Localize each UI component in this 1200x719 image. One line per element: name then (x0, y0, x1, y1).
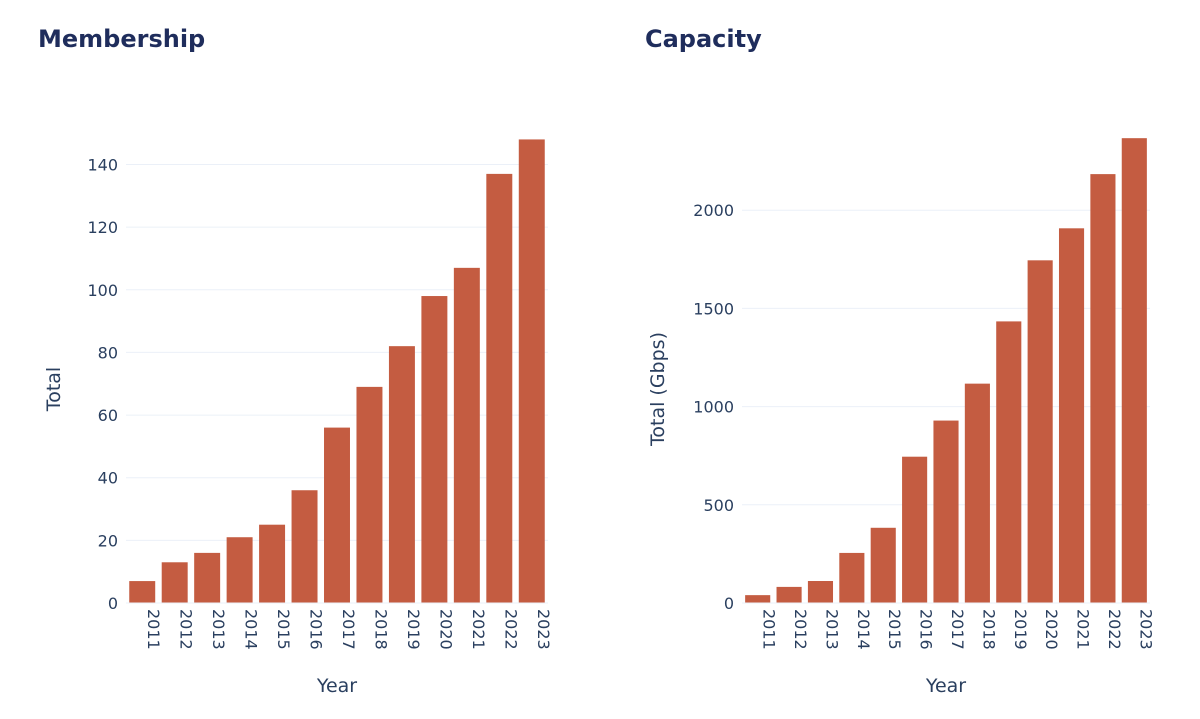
y-tick-label: 20 (98, 531, 118, 550)
bar-2021 (453, 267, 480, 603)
bar-2014 (839, 552, 865, 603)
chart-membership: Membership 0 20 40 60 80 100 120 140 2011 2012 2013… (38, 25, 553, 697)
bar-2018 (356, 386, 383, 603)
bar-2013 (194, 552, 221, 603)
bar-2015 (259, 524, 286, 603)
x-tick-label: 2013 (209, 609, 228, 650)
y-axis-label: Total (Gbps) (647, 332, 669, 447)
bar-2011 (129, 581, 156, 603)
chart-capacity: Capacity 0 500 1000 1500 2000 2011 2012 2013 2014… (645, 25, 1155, 697)
bar-2012 (161, 562, 188, 603)
bar-2020 (421, 296, 448, 603)
bar-2022 (486, 173, 513, 604)
bar-2017 (933, 420, 959, 603)
bar-2014 (226, 537, 253, 603)
bar-2016 (902, 456, 928, 603)
bar-2012 (776, 586, 802, 603)
x-tick-label: 2023 (534, 609, 553, 650)
y-tick-label: 0 (108, 594, 118, 613)
bar-2023 (518, 139, 545, 603)
y-tick-label: 1500 (693, 299, 734, 318)
bar-2011 (745, 595, 771, 603)
x-tick-label: 2017 (339, 609, 358, 650)
x-axis-label: Year (316, 675, 357, 697)
x-tick-label: 2017 (948, 609, 967, 650)
x-tick-label: 2011 (760, 609, 779, 650)
chart-title: Membership (38, 25, 205, 53)
x-tick-label: 2012 (791, 609, 810, 650)
x-tick-label: 2018 (371, 609, 390, 650)
x-axis-label: Year (925, 675, 966, 697)
y-axis-label: Total (43, 367, 65, 412)
y-tick-label: 500 (703, 496, 734, 515)
y-tick-label: 80 (98, 343, 118, 362)
x-tick-label: 2021 (1074, 609, 1093, 650)
x-tick-label: 2022 (501, 609, 520, 650)
x-tick-label: 2016 (307, 609, 326, 650)
x-tick-label: 2014 (854, 609, 873, 650)
bar-2023 (1121, 138, 1147, 603)
y-tick-label: 1000 (693, 398, 734, 417)
bar-2019 (996, 321, 1022, 603)
x-tick-label: 2013 (822, 609, 841, 650)
x-tick-label: 2015 (274, 609, 293, 650)
bar-2018 (964, 383, 990, 603)
bar-2016 (291, 490, 318, 603)
x-tick-label: 2022 (1105, 609, 1124, 650)
x-tick-label: 2023 (1136, 609, 1155, 650)
bar-2021 (1058, 228, 1085, 604)
y-tick-label: 40 (98, 469, 118, 488)
x-tick-label: 2019 (404, 609, 423, 650)
bar-2013 (807, 581, 834, 603)
bar-2019 (388, 346, 415, 603)
y-tick-label: 0 (724, 594, 734, 613)
x-tick-label: 2018 (979, 609, 998, 650)
x-tick-label: 2014 (242, 609, 261, 650)
bar-2017 (324, 427, 350, 603)
x-tick-label: 2016 (917, 609, 936, 650)
x-tick-label: 2015 (885, 609, 904, 650)
bar-2015 (870, 527, 896, 603)
x-tick-label: 2021 (469, 609, 488, 650)
bar-2022 (1090, 174, 1116, 603)
x-tick-label: 2019 (1011, 609, 1030, 650)
chart-title: Capacity (645, 25, 762, 53)
y-tick-label: 2000 (693, 201, 734, 220)
bar-2020 (1027, 260, 1053, 603)
y-tick-label: 140 (87, 155, 118, 174)
y-tick-label: 60 (98, 406, 118, 425)
x-tick-label: 2020 (436, 609, 455, 650)
x-tick-label: 2011 (144, 609, 163, 650)
y-tick-label: 120 (87, 218, 118, 237)
x-tick-label: 2012 (177, 609, 196, 650)
x-tick-label: 2020 (1042, 609, 1061, 650)
y-tick-label: 100 (87, 281, 118, 300)
